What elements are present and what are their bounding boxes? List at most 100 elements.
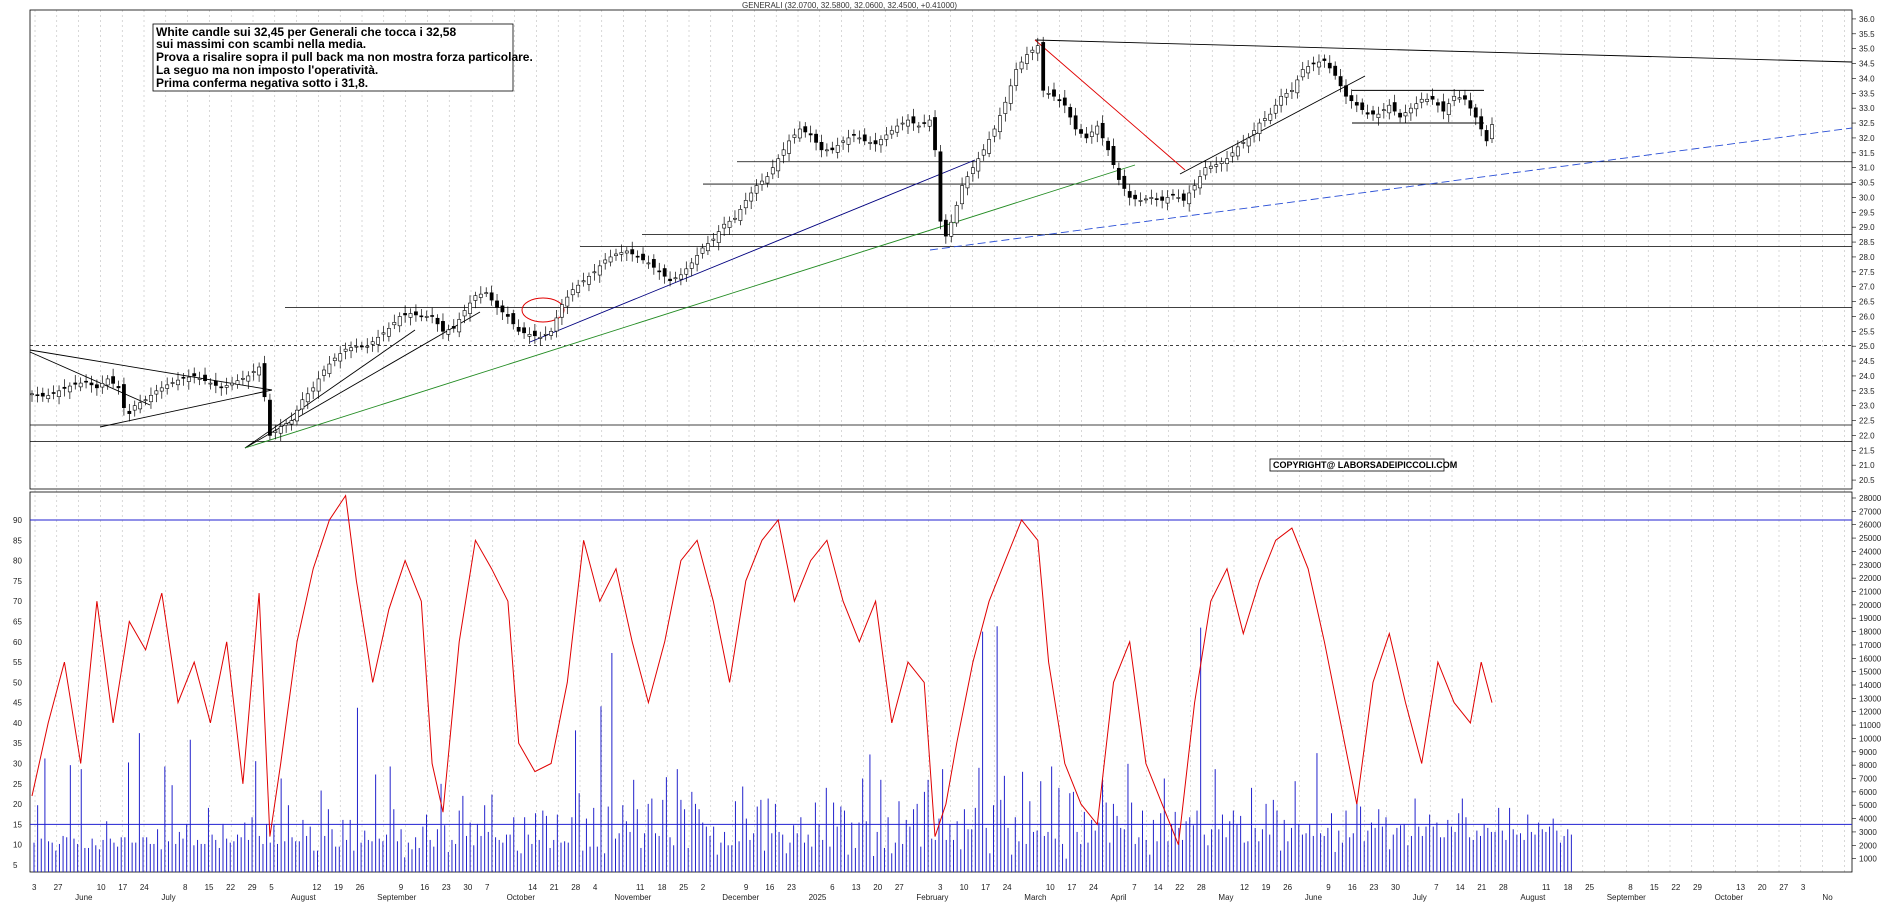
date-label: 15	[1650, 883, 1659, 892]
highlight-ellipse	[521, 297, 565, 323]
candle-body	[700, 247, 705, 254]
candle-body	[446, 329, 451, 335]
date-label: 22	[1175, 883, 1184, 892]
candle-body	[873, 140, 878, 145]
candle-body	[1279, 95, 1284, 106]
date-label: 30	[1391, 883, 1400, 892]
trendlines	[29, 39, 1853, 449]
candle-body	[1003, 101, 1008, 114]
y-tick-label: 33.5	[1859, 89, 1875, 98]
candle-body	[170, 382, 175, 384]
candle-body	[408, 313, 413, 318]
volume-tick-label: 10000	[1859, 734, 1882, 743]
date-label: 20	[1758, 883, 1767, 892]
candle-body	[1425, 98, 1430, 102]
candle-body	[538, 336, 543, 339]
candle-body	[1441, 101, 1446, 112]
date-label: 17	[1067, 883, 1076, 892]
candle-body	[868, 142, 873, 144]
volume-tick-label: 27000	[1859, 507, 1882, 516]
date-label: 3	[1801, 883, 1806, 892]
candle-body	[743, 200, 748, 209]
candle-body	[284, 423, 289, 426]
candle-body	[1149, 197, 1154, 199]
oscillator-tick-label: 35	[13, 739, 22, 748]
candle-body	[1138, 200, 1143, 202]
candle-body	[1176, 197, 1181, 199]
candle-body	[181, 376, 186, 379]
candle-body	[1106, 140, 1110, 151]
y-tick-label: 26.0	[1859, 312, 1875, 321]
volume-tick-label: 23000	[1859, 561, 1882, 570]
candle-body	[219, 386, 224, 389]
candle-body	[1171, 193, 1175, 196]
date-label: 28	[1499, 883, 1508, 892]
candle-body	[614, 253, 618, 256]
oscillator-path	[31, 494, 1493, 845]
date-label: 18	[658, 883, 667, 892]
candle-body	[143, 399, 148, 402]
date-label: 8	[1628, 883, 1633, 892]
candle-body	[797, 128, 802, 139]
y-tick-label: 28.0	[1859, 253, 1875, 262]
oscillator-tick-label: 40	[13, 719, 22, 728]
candle-body	[1116, 167, 1121, 180]
date-label: 9	[399, 883, 404, 892]
y-tick-label: 21.5	[1859, 446, 1875, 455]
candle-body	[727, 220, 732, 228]
candle-body	[884, 134, 889, 140]
y-tick-label: 33.0	[1859, 104, 1875, 113]
candle-body	[105, 378, 110, 386]
price-panel	[29, 9, 1853, 490]
oscillator-tick-label: 55	[13, 658, 22, 667]
candle-body	[965, 176, 970, 189]
candle-body	[365, 345, 370, 348]
y-tick-label: 36.0	[1859, 15, 1875, 24]
candle-body	[1111, 146, 1116, 166]
date-label: 27	[54, 883, 63, 892]
y-tick-label: 30.0	[1859, 193, 1875, 202]
candle-body	[246, 375, 251, 382]
candle-body	[484, 292, 489, 294]
oscillator-tick-label: 70	[13, 597, 22, 606]
oscillator-tick-label: 15	[13, 820, 22, 829]
candle-body	[1019, 61, 1024, 70]
candle-body	[792, 134, 797, 138]
date-label: 15	[205, 883, 214, 892]
candle-body	[149, 394, 153, 403]
date-label: 24	[1089, 883, 1098, 892]
oscillator-tick-label: 60	[13, 638, 22, 647]
candle-body	[1430, 96, 1435, 100]
volume-tick-label: 4000	[1859, 815, 1877, 824]
candle-body	[46, 395, 51, 399]
date-label: 11	[1542, 883, 1551, 892]
candle-body	[94, 384, 99, 389]
candle-body	[862, 134, 867, 142]
candle-body	[40, 392, 45, 397]
candle-body	[1198, 176, 1202, 189]
candle-body	[765, 176, 770, 184]
y-tick-label: 26.5	[1859, 298, 1875, 307]
oscillator-tick-label: 65	[13, 617, 22, 626]
candle-body	[1268, 113, 1273, 121]
candle-body	[1192, 185, 1197, 191]
candle-body	[716, 231, 721, 243]
candle-body	[852, 134, 856, 136]
y-tick-label: 24.0	[1859, 372, 1875, 381]
candle-body	[895, 125, 900, 133]
candle-body	[159, 387, 164, 392]
candle-body	[927, 119, 932, 127]
y-tick-label: 28.5	[1859, 238, 1875, 247]
y-tick-label: 21.0	[1859, 461, 1875, 470]
candle-body	[835, 145, 840, 153]
candle-body	[1349, 95, 1354, 102]
date-label: 25	[1585, 883, 1594, 892]
candle-body	[73, 382, 78, 385]
candle-body	[824, 149, 829, 152]
y-tick-label: 27.0	[1859, 283, 1875, 292]
candle-body	[1446, 103, 1451, 115]
candle-body	[62, 386, 67, 389]
candle-body	[570, 289, 575, 296]
candle-body	[554, 317, 559, 332]
candle-body	[587, 275, 591, 285]
